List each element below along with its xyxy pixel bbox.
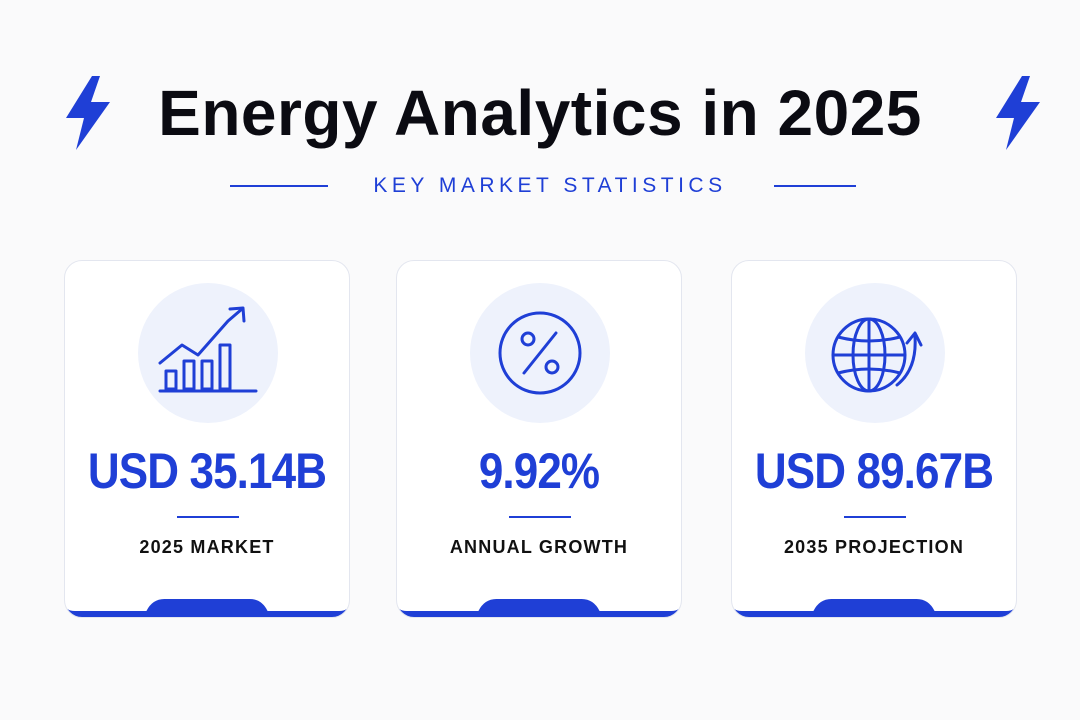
card-accent-bar	[65, 597, 349, 617]
card-accent-bar	[397, 597, 681, 617]
stat-card-projection: USD 89.67B 2035 PROJECTION	[731, 260, 1017, 618]
stat-label: ANNUAL GROWTH	[449, 537, 629, 557]
lightning-bolt-icon	[992, 74, 1044, 152]
card-accent-bar	[732, 597, 1016, 617]
header: Energy Analytics in 2025	[0, 68, 1080, 158]
stat-divider	[177, 516, 239, 518]
stat-divider	[844, 516, 906, 518]
globe-growth-icon	[805, 283, 945, 423]
stat-value: USD 89.67B	[754, 443, 994, 499]
page-subtitle: KEY MARKET STATISTICS	[373, 174, 727, 197]
stat-value: USD 35.14B	[87, 443, 327, 499]
stat-label: 2035 PROJECTION	[783, 537, 965, 557]
stat-card-growth: 9.92% ANNUAL GROWTH	[396, 260, 682, 618]
stat-card-market: USD 35.14B 2025 MARKET	[64, 260, 350, 618]
subtitle-rule-left	[230, 185, 328, 187]
percent-icon	[470, 283, 610, 423]
stat-label: 2025 MARKET	[139, 537, 275, 557]
lightning-bolt-icon	[62, 74, 114, 152]
subtitle-row: KEY MARKET STATISTICS	[0, 168, 1080, 204]
subtitle-rule-right	[774, 185, 856, 187]
stat-divider	[509, 516, 571, 518]
trending-bar-chart-icon	[138, 283, 278, 423]
stat-value: 9.92%	[478, 443, 600, 499]
page-title: Energy Analytics in 2025	[158, 77, 922, 149]
